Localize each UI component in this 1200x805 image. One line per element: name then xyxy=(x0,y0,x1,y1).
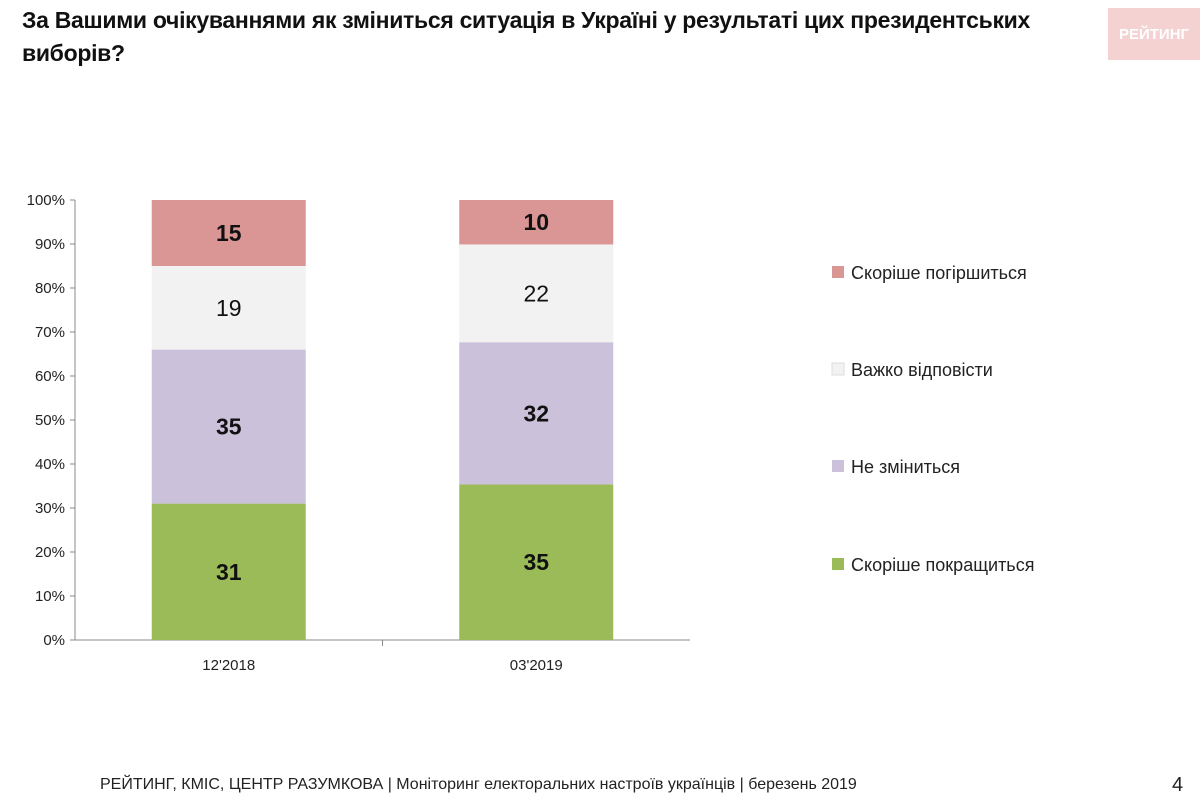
bar-segment xyxy=(459,484,614,640)
x-tick-label: 12'2018 xyxy=(202,657,255,674)
bar-segment xyxy=(459,342,614,485)
y-tick-label: 0% xyxy=(43,632,65,649)
data-label: 35 xyxy=(216,414,242,440)
logo: РЕЙТИНГ xyxy=(1108,8,1200,60)
footer-sources: РЕЙТИНГ, КМІС, ЦЕНТР РАЗУМКОВА xyxy=(100,776,384,793)
footer-date: березень 2019 xyxy=(748,776,857,793)
data-label: 35 xyxy=(523,549,549,575)
bar-segment xyxy=(151,266,306,350)
footer-separator: | xyxy=(739,776,744,793)
y-tick-label: 100% xyxy=(27,192,65,209)
legend-swatch xyxy=(831,362,845,376)
bar-segment xyxy=(151,200,306,266)
y-tick-label: 30% xyxy=(35,500,65,517)
x-tick-label: 03'2019 xyxy=(510,657,563,674)
bar-segment xyxy=(151,503,306,640)
legend-swatch xyxy=(832,266,844,278)
page-number: 4 xyxy=(1172,774,1184,796)
y-tick-label: 70% xyxy=(35,324,65,341)
footer: РЕЙТИНГ, КМІС, ЦЕНТР РАЗУМКОВА | Монітор… xyxy=(100,776,857,794)
legend-label: Важко відповісти xyxy=(851,360,993,380)
data-label: 19 xyxy=(216,295,242,321)
y-tick-label: 50% xyxy=(35,412,65,429)
legend-swatch xyxy=(832,558,844,570)
stacked-bar-chart: 0% 10% 20% 30% 40% 50% 60% 70% 80% 90% 100% 31 35 19 1… xyxy=(27,192,1035,674)
legend-label: Скоріше покращиться xyxy=(851,555,1034,575)
data-label: 32 xyxy=(523,400,549,426)
y-tick-label: 20% xyxy=(35,544,65,561)
footer-separator: | xyxy=(387,776,392,793)
legend-label: Скоріше погіршиться xyxy=(851,263,1027,283)
data-label: 10 xyxy=(523,209,549,235)
y-tick-label: 10% xyxy=(35,588,65,605)
y-tick-label: 90% xyxy=(35,236,65,253)
footer-project: Моніторинг електоральних настроїв україн… xyxy=(396,776,736,793)
bar-segment xyxy=(459,200,614,245)
page-title: За Вашими очікуваннями як зміниться ситу… xyxy=(22,7,1030,66)
legend-label: Не зміниться xyxy=(851,457,960,477)
bar-segment xyxy=(151,349,306,504)
y-tick-label: 60% xyxy=(35,368,65,385)
data-label: 22 xyxy=(523,280,549,306)
legend-swatch xyxy=(832,460,844,472)
data-label: 15 xyxy=(216,220,242,246)
y-tick-label: 80% xyxy=(35,280,65,297)
bar-segment xyxy=(459,244,614,343)
y-tick-label: 40% xyxy=(35,456,65,473)
data-label: 31 xyxy=(216,559,242,585)
